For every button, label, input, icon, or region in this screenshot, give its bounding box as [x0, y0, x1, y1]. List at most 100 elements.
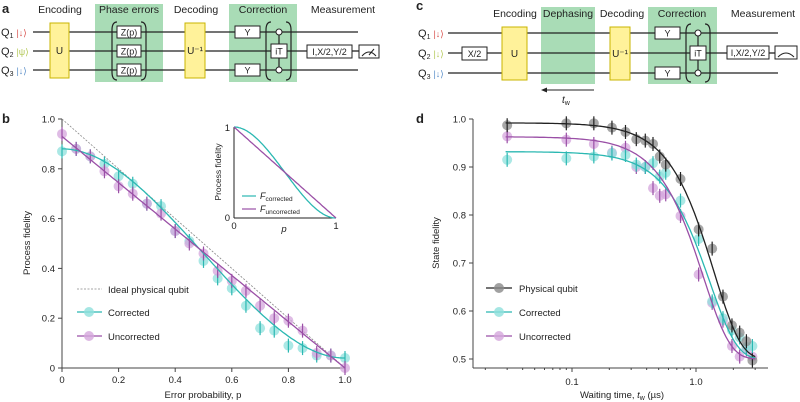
qubit-name: Q — [418, 28, 427, 40]
panel-label-c: c — [416, 0, 423, 13]
measurement-gate — [726, 45, 770, 60]
y-tick-label: 0.8 — [42, 164, 55, 175]
meter-arc — [777, 52, 795, 58]
bracket-left — [111, 21, 118, 81]
qubit-index: 1 — [427, 34, 431, 41]
meter-icon-arc — [361, 51, 377, 57]
legend-physical-label: Physical qubit — [519, 284, 578, 295]
legend-uncorrected-label: Uncorrected — [108, 332, 160, 343]
qubit-state: |↓⟩ — [16, 66, 26, 76]
inset-y-tick-label: 1 — [225, 123, 230, 134]
toffoli-gate — [689, 45, 707, 61]
legend-ideal-label: Ideal physical qubit — [108, 285, 189, 296]
y-gate-label: Y — [244, 66, 250, 76]
y-tick-label: 0.5 — [453, 355, 466, 366]
qubit-state: |↓⟩ — [433, 29, 443, 39]
phase-error-gate — [116, 25, 142, 39]
stage-header: Correction — [658, 8, 707, 20]
qubit-label: Q2 |ψ⟩ — [1, 46, 29, 59]
phase-error-gate — [116, 63, 142, 77]
encoding-gate-label: U — [511, 49, 518, 60]
control-dot-icon — [694, 69, 702, 77]
y-tick-label: 0.9 — [453, 163, 466, 174]
x2-gate — [461, 46, 488, 61]
x-tick-label: 0.4 — [169, 375, 182, 386]
y-axis-label: State fidelity — [431, 217, 442, 269]
stage-header: Dephasing — [543, 8, 593, 20]
qubit-index: 2 — [427, 54, 431, 61]
legend-corrected-label: Corrected — [108, 308, 150, 319]
inset-x-tick-label: 0 — [231, 221, 236, 232]
inset-legend-var: F — [260, 204, 266, 214]
qubit-index: 3 — [10, 71, 14, 78]
y-gate — [234, 63, 261, 77]
legend-physical-marker — [494, 283, 504, 293]
legend-uncorrected-marker — [494, 331, 504, 341]
y-gate — [234, 25, 261, 39]
inset-x-tick-label: 1 — [333, 221, 338, 232]
decoding-gate — [609, 26, 631, 81]
legend-uncorrected-marker — [84, 331, 94, 341]
y-tick-label: 0.4 — [42, 264, 55, 275]
qubit-label: Q2 |↓⟩ — [418, 48, 444, 61]
x-axis-label: Error probability, p — [165, 390, 242, 401]
x2-gate-label: X/2 — [468, 49, 482, 59]
panel-label-d: d — [416, 111, 424, 126]
y-tick-label: 0 — [50, 364, 55, 375]
x-tick-label: 0.2 — [112, 375, 125, 386]
stage-header: Encoding — [38, 4, 82, 16]
x-axis-label-unit: (µs) — [645, 390, 664, 401]
qubit-name: Q — [1, 27, 10, 39]
qubit-label: Q1 |↓⟩ — [1, 27, 27, 40]
y-tick-label: 1.0 — [42, 115, 55, 126]
phase-error-gate-label: Z(p) — [121, 66, 138, 76]
stage-header: Phase errors — [99, 4, 159, 16]
qubit-state: |↓⟩ — [433, 69, 443, 79]
panel-label-a: a — [2, 1, 10, 16]
encoding-gate — [49, 22, 70, 79]
encoding-gate — [501, 26, 528, 81]
decoding-gate-label: U⁻¹ — [187, 46, 204, 57]
legend-corrected-label: Corrected — [519, 308, 561, 319]
qubit-index: 3 — [427, 74, 431, 81]
stage-header: Measurement — [731, 8, 795, 20]
y-tick-label: 0.8 — [453, 211, 466, 222]
wait-time-sub: w — [564, 100, 571, 107]
meter-icon-needle — [368, 48, 375, 56]
qubit-name: Q — [1, 46, 10, 58]
y-tick-label: 0.6 — [453, 307, 466, 318]
stage-header: Decoding — [600, 8, 645, 20]
physical-fit — [505, 122, 756, 358]
y-gate — [654, 66, 681, 80]
inset-y-label: Process fidelity — [213, 143, 223, 201]
inset-legend-label: Fcorrected — [260, 191, 293, 203]
corrected-fit — [62, 148, 345, 359]
inset-x-label: p — [280, 224, 286, 235]
measurement-gate-label: I,X/2,Y/2 — [731, 48, 766, 58]
control-dot-icon — [275, 28, 283, 36]
x-axis-label: Waiting time, tw (µs) — [580, 390, 664, 402]
encoding-gate-label: U — [56, 46, 63, 57]
x-tick-label: 1.0 — [689, 377, 702, 388]
qubit-label: Q3 |↓⟩ — [1, 65, 27, 78]
inset-legend-label: Funcorrected — [260, 204, 300, 216]
toffoli-gate-label: iT — [694, 49, 702, 59]
qubit-label: Q1 |↓⟩ — [418, 28, 444, 41]
x-tick-label: 0 — [59, 375, 64, 386]
toffoli-gate-label: iT — [275, 47, 283, 57]
bracket-left — [265, 21, 272, 81]
qubit-name: Q — [418, 48, 427, 60]
dephasing-stage — [541, 7, 595, 84]
qubit-index: 1 — [10, 33, 14, 40]
bracket-left — [685, 23, 692, 83]
qubit-name: Q — [1, 65, 10, 77]
uncorrected-fit — [61, 135, 346, 369]
uncorrected-fit — [505, 136, 756, 360]
qubit-state: |ψ⟩ — [16, 47, 28, 57]
legend-corrected-marker — [494, 307, 504, 317]
qubit-state: |↓⟩ — [16, 28, 26, 38]
corrected-fit — [505, 151, 756, 359]
x-axis-label-var: t — [637, 390, 640, 401]
inset-y-tick-label: 0 — [225, 213, 230, 224]
toffoli-gate — [270, 43, 288, 59]
